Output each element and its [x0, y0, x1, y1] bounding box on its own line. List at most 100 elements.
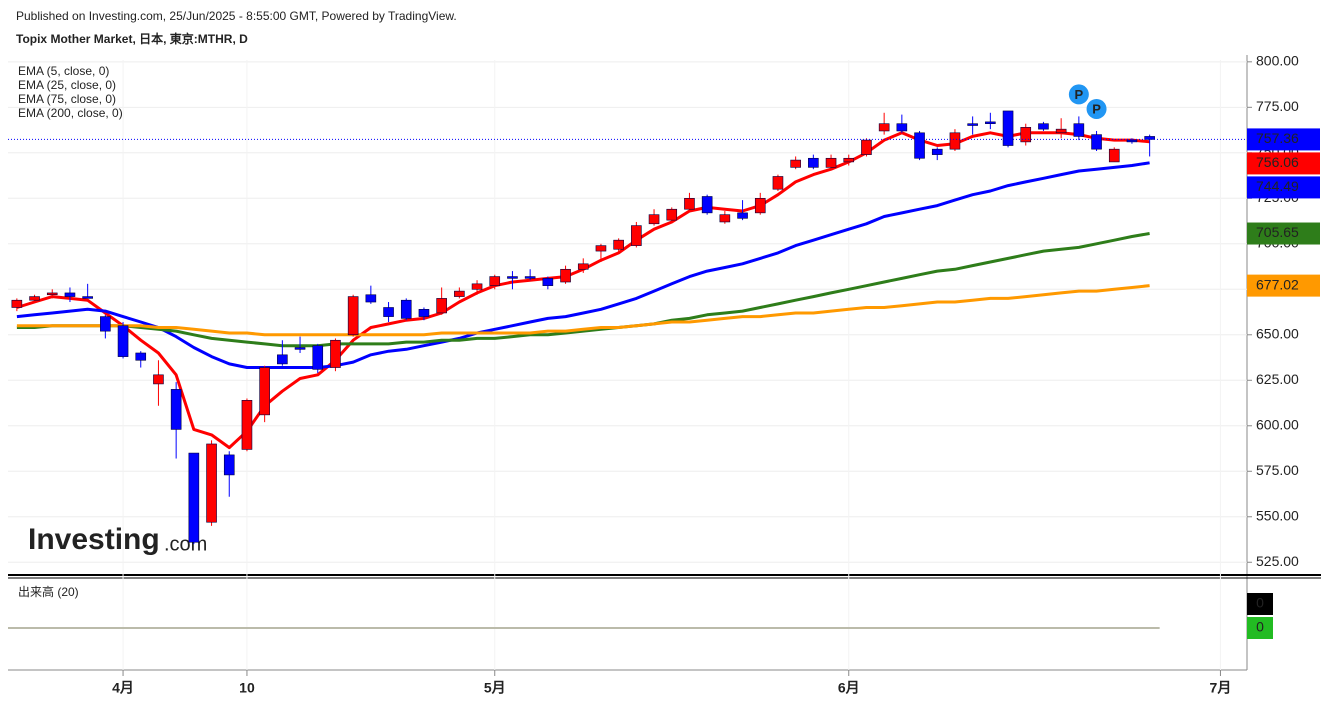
- annotation-marker: [1086, 98, 1107, 119]
- candle-body: [985, 121, 996, 124]
- y-tick-label: 600.00: [1256, 416, 1299, 432]
- candle-body: [365, 294, 377, 303]
- volume-title: 出来高 (20): [18, 584, 79, 599]
- ema-line: [16, 161, 1150, 369]
- price-label-box: [1247, 176, 1320, 199]
- annotation-text: P: [1092, 101, 1101, 116]
- candle-body: [330, 339, 341, 368]
- candle-body: [719, 214, 731, 223]
- price-label: 705.65: [1256, 224, 1299, 240]
- watermark: .com: [164, 533, 207, 555]
- legend-entry: EMA (25, close, 0): [18, 78, 116, 92]
- candle-body: [206, 443, 217, 523]
- candle-body: [772, 176, 784, 190]
- ema-line: [16, 131, 1150, 450]
- candle-body: [347, 296, 359, 336]
- price-label: 744.49: [1256, 178, 1299, 194]
- candle-body: [489, 276, 501, 286]
- candle-body: [418, 309, 430, 317]
- candle-body: [914, 132, 925, 159]
- annotation-text: P: [1075, 87, 1084, 102]
- legend-entry: EMA (200, close, 0): [18, 106, 123, 120]
- candle-body: [595, 245, 607, 252]
- volume-label: 0: [1256, 619, 1264, 635]
- candle-body: [29, 296, 40, 301]
- candle-body: [1126, 139, 1138, 143]
- candle-body: [223, 454, 235, 476]
- candle-body: [100, 316, 111, 332]
- candle-body: [46, 292, 58, 296]
- y-tick-label: 650.00: [1256, 325, 1299, 341]
- candle-body: [507, 276, 518, 279]
- candle-body: [843, 157, 855, 163]
- price-label: 677.02: [1256, 276, 1299, 292]
- candle-body: [1038, 123, 1049, 130]
- candle-body: [648, 214, 660, 225]
- candle-body: [436, 298, 447, 314]
- candle-body: [524, 276, 536, 279]
- candle-body: [312, 345, 324, 370]
- candle-body: [808, 157, 819, 168]
- candle-body: [170, 389, 182, 430]
- price-label-box: [1247, 128, 1320, 151]
- y-tick-label: 550.00: [1256, 507, 1299, 523]
- candle-body: [560, 268, 571, 283]
- candle-body: [1144, 136, 1155, 140]
- candle-body: [1002, 110, 1014, 146]
- candle-body: [188, 452, 200, 543]
- ema-line: [16, 232, 1150, 348]
- ema-line: [16, 284, 1150, 337]
- candle-body: [861, 139, 872, 155]
- candle-body: [294, 347, 306, 350]
- candle-body: [1091, 134, 1102, 150]
- candle-body: [153, 374, 164, 385]
- chart-title: Topix Mother Market, 日本, 東京:MTHR, D: [16, 31, 248, 46]
- annotation-marker: [1068, 84, 1089, 105]
- candle-body: [117, 325, 129, 357]
- candle-body: [64, 292, 76, 297]
- candle-body: [684, 198, 695, 210]
- x-tick-label: 6月: [838, 680, 860, 696]
- candle-body: [613, 239, 624, 250]
- candle-body: [631, 225, 642, 246]
- candle-body: [82, 296, 93, 299]
- x-tick-label: 7月: [1210, 680, 1232, 696]
- candle-body: [790, 159, 801, 168]
- volume-label: 0: [1256, 595, 1264, 611]
- candle-body: [967, 123, 978, 126]
- volume-label-box: [1247, 593, 1273, 615]
- candle-body: [1073, 123, 1085, 137]
- y-tick-label: 525.00: [1256, 553, 1299, 569]
- legend-entry: EMA (5, close, 0): [18, 64, 109, 78]
- candle-body: [1020, 127, 1032, 143]
- candle-body: [241, 400, 253, 450]
- watermark: Investing: [28, 523, 160, 556]
- y-tick-label: 625.00: [1256, 371, 1299, 387]
- candle-body: [931, 148, 943, 155]
- candle-body: [737, 212, 748, 219]
- price-label: 757.36: [1256, 130, 1299, 146]
- candle-body: [542, 278, 554, 286]
- candle-body: [754, 198, 766, 214]
- candle-body: [701, 196, 713, 214]
- price-label-box: [1247, 222, 1320, 245]
- candle-body: [11, 299, 23, 308]
- candle-body: [949, 132, 961, 150]
- x-tick-label: 10: [239, 680, 255, 696]
- price-label: 756.06: [1256, 154, 1299, 170]
- y-tick-label: 800.00: [1256, 53, 1299, 69]
- candle-body: [1055, 128, 1067, 134]
- y-tick-label: 575.00: [1256, 462, 1299, 478]
- candle-body: [259, 367, 270, 416]
- candle-body: [878, 123, 890, 132]
- y-tick-label: 775.00: [1256, 98, 1299, 114]
- x-tick-label: 5月: [484, 680, 506, 696]
- candle-body: [383, 307, 394, 317]
- header: Published on Investing.com, 25/Jun/2025 …: [16, 9, 457, 23]
- candle-body: [577, 263, 589, 270]
- candle-body: [896, 123, 908, 132]
- price-label-box: [1247, 274, 1320, 297]
- candle-body: [471, 283, 483, 290]
- candle-body: [400, 299, 412, 319]
